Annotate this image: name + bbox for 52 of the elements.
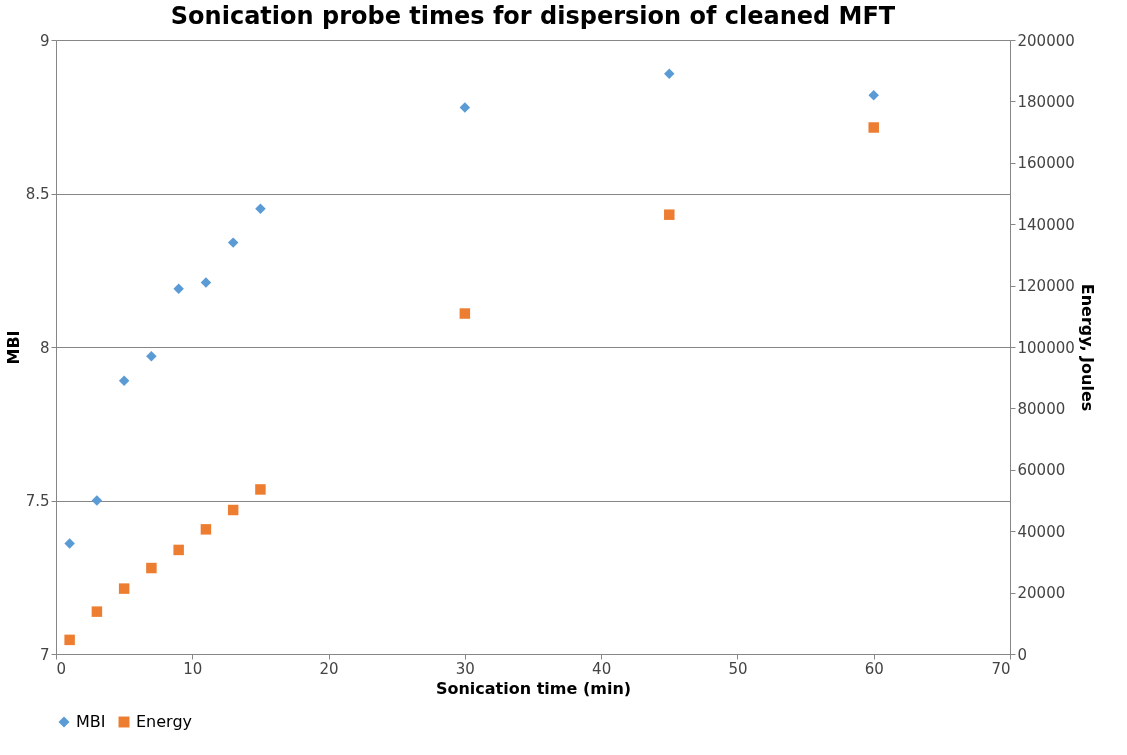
point <box>91 495 103 506</box>
x-tick-label: 60 <box>864 659 884 678</box>
point <box>459 102 471 113</box>
chart-title: Sonication probe times for dispersion of cleaned MFT <box>170 2 896 30</box>
y-tick-label: 7.5 <box>25 492 50 510</box>
y2-tick-label: 140000 <box>1017 215 1075 234</box>
y2-tick-label: 60000 <box>1017 461 1066 480</box>
point <box>459 308 471 319</box>
x-tick-label: 30 <box>455 659 475 678</box>
y2-tick-label: 180000 <box>1017 92 1075 111</box>
point <box>227 504 239 516</box>
y-tick-label: 7 <box>39 645 50 664</box>
legend-label: MBI <box>76 712 106 731</box>
point <box>664 68 675 80</box>
y2-tick-label: 40000 <box>1017 522 1066 541</box>
point <box>173 283 184 294</box>
y-tick-label: 8 <box>39 338 50 357</box>
point <box>868 122 879 133</box>
point <box>118 583 130 594</box>
y-tick-label: 8.5 <box>25 185 50 203</box>
y2-tick-label: 20000 <box>1017 584 1066 603</box>
y2-tick-label: 200000 <box>1017 31 1075 50</box>
point <box>868 90 879 101</box>
y2-tick-label: 80000 <box>1017 399 1066 418</box>
point <box>118 375 130 387</box>
x-axis-title: Sonication time (min) <box>435 678 632 698</box>
point <box>173 544 184 556</box>
point <box>227 237 239 248</box>
y2-axis-title: Energy, Joules <box>1077 283 1097 412</box>
point <box>146 350 157 362</box>
x-tick-label: 70 <box>991 659 1011 678</box>
x-tick-label: 20 <box>319 659 339 678</box>
x-tick-label: 50 <box>728 659 748 678</box>
y-tick-label: 9 <box>39 31 50 50</box>
legend-label: Energy <box>136 712 193 731</box>
x-tick-label: 40 <box>592 659 612 678</box>
point <box>64 634 75 646</box>
x-tick-label: 0 <box>56 659 67 678</box>
x-tick-label: 10 <box>183 659 203 678</box>
y2-tick-label: 160000 <box>1017 154 1075 173</box>
point <box>200 524 212 535</box>
y2-tick-label: 120000 <box>1017 277 1075 296</box>
y2-tick-label: 100000 <box>1017 338 1075 357</box>
y2-tick-label: 0 <box>1017 645 1028 664</box>
point <box>255 203 266 215</box>
point <box>200 277 212 288</box>
point <box>64 538 75 549</box>
point <box>91 606 103 617</box>
y-axis-title: MBI <box>3 330 23 365</box>
point <box>664 209 675 220</box>
point <box>255 484 266 495</box>
point <box>146 562 157 574</box>
